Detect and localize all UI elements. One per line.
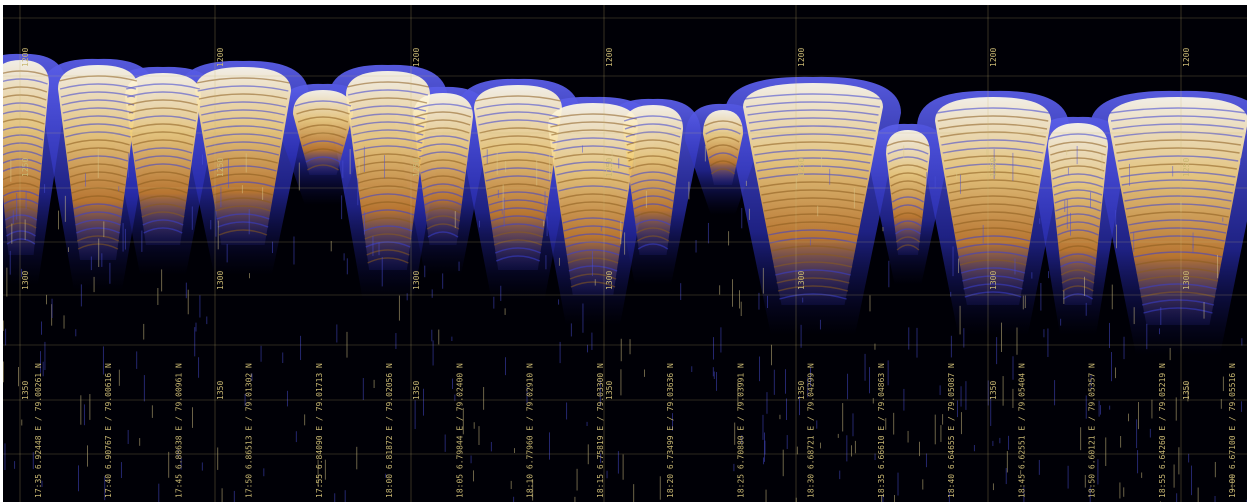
depth-label: 1250 xyxy=(989,158,998,177)
depth-label: 1200 xyxy=(216,48,225,67)
depth-label: 1350 xyxy=(989,381,998,400)
position-label: 18:00 6.81872 E / 79.02056 N xyxy=(385,363,394,498)
echogram-image: 1200 1250 1300 1350 1200 1250 1300 1350 1200 1250… xyxy=(3,5,1247,502)
depth-label: 1200 xyxy=(21,48,30,67)
depth-label: 1200 xyxy=(412,48,421,67)
position-label: 17:45 6.88638 E / 79.00961 N xyxy=(174,363,183,498)
depth-label: 1200 xyxy=(605,48,614,67)
seabed-echo xyxy=(3,60,49,255)
depth-label: 1200 xyxy=(797,48,806,67)
seabed-echo xyxy=(413,93,473,245)
depth-label: 1250 xyxy=(216,158,225,177)
depth-label: 1250 xyxy=(605,158,614,177)
position-labels: 17:35 6.92448 E / 79.00261 N 17:40 6.9076… xyxy=(34,363,1237,498)
depth-label: 1200 xyxy=(1182,48,1191,67)
depth-label: 1300 xyxy=(216,271,225,290)
position-label: 18:10 6.77960 E / 79.02910 N xyxy=(526,363,535,498)
sediment-layering xyxy=(3,70,1247,314)
noise-streaks xyxy=(3,145,1247,502)
position-label: 18:55 6.64260 E / 79.05219 N xyxy=(1158,363,1167,498)
depth-label: 1250 xyxy=(21,158,30,177)
depth-label: 1350 xyxy=(605,381,614,400)
echogram-panel: 1200 1250 1300 1350 1200 1250 1300 1350 1200 1250… xyxy=(3,5,1247,502)
seabed-echo xyxy=(548,103,638,295)
seabed-echo xyxy=(703,110,743,185)
depth-label: 1250 xyxy=(797,158,806,177)
position-label: 18:15 6.75819 E / 79.03300 N xyxy=(596,363,605,498)
depth-label: 1200 xyxy=(989,48,998,67)
position-label: 18:30 6.68721 E / 79.04299 N xyxy=(807,363,816,498)
position-label: 17:55 6.84090 E / 79.01713 N xyxy=(315,363,324,498)
position-label: 18:50 6.60121 E / 79.05357 N xyxy=(1088,363,1097,498)
position-label: 18:25 6.70880 E / 79.03991 N xyxy=(736,363,745,498)
position-label: 19:00 6.67100 E / 79.05516 N xyxy=(1228,363,1237,498)
position-label: 17:35 6.92448 E / 79.00261 N xyxy=(34,363,43,498)
seabed-echo xyxy=(1108,97,1247,325)
depth-label: 1250 xyxy=(1182,158,1191,177)
depth-label: 1350 xyxy=(1182,381,1191,400)
seabed-echo xyxy=(474,85,562,270)
depth-label: 1350 xyxy=(412,381,421,400)
position-label: 18:45 6.62551 E / 79.05404 N xyxy=(1017,363,1026,498)
position-label: 18:35 6.66610 E / 79.04863 N xyxy=(877,363,886,498)
position-label: 17:40 6.90767 E / 79.00616 N xyxy=(104,363,113,498)
position-label: 18:40 6.64655 E / 79.05087 N xyxy=(947,363,956,498)
position-label: 18:05 6.79844 E / 79.02400 N xyxy=(455,363,464,498)
depth-label: 1350 xyxy=(21,381,30,400)
depth-label: 1300 xyxy=(797,271,806,290)
grid-lines xyxy=(3,5,1247,502)
depth-label: 1300 xyxy=(605,271,614,290)
depth-label: 1350 xyxy=(797,381,806,400)
depth-label: 1300 xyxy=(412,271,421,290)
position-label: 18:20 6.73499 E / 79.03636 N xyxy=(666,363,675,498)
depth-label: 1300 xyxy=(21,271,30,290)
position-label: 17:50 6.86513 E / 79.01302 N xyxy=(245,363,254,498)
depth-labels: 1200 1250 1300 1350 1200 1250 1300 1350 1200 1250… xyxy=(21,48,1191,400)
depth-label: 1250 xyxy=(412,158,421,177)
seabed-echo xyxy=(125,73,201,245)
depth-label: 1300 xyxy=(1182,271,1191,290)
depth-label: 1350 xyxy=(216,381,225,400)
depth-label: 1300 xyxy=(989,271,998,290)
